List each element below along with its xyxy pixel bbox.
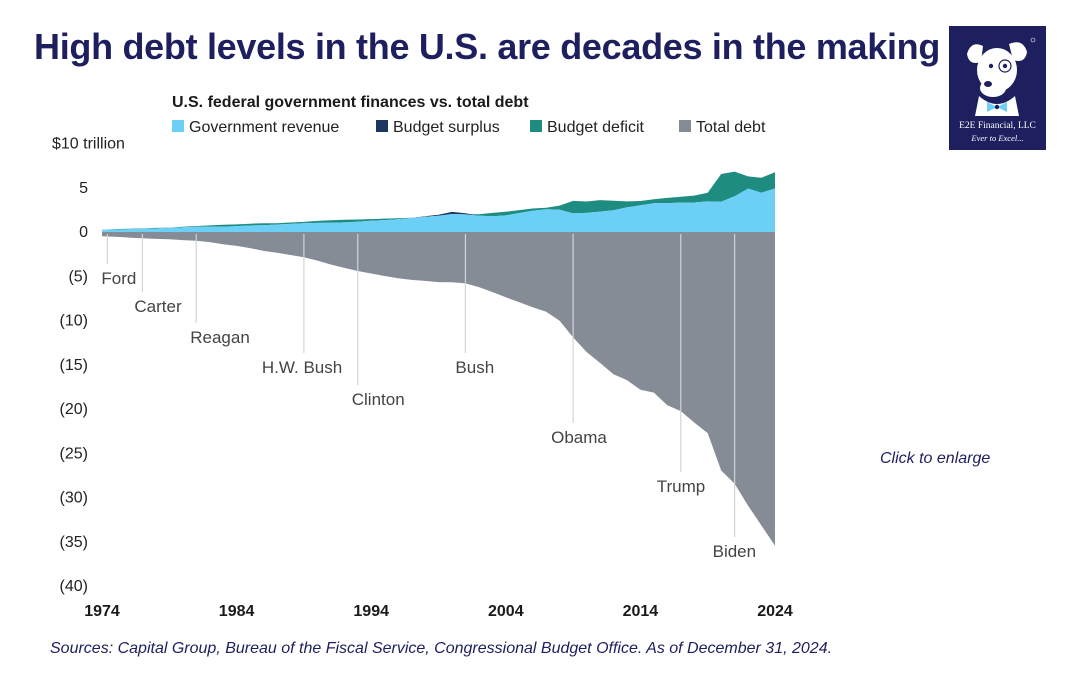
series-area-government-revenue <box>102 188 775 232</box>
logo-brand-text: E2E Financial, LLC <box>959 121 1036 131</box>
y-tick-label: (20) <box>60 401 88 418</box>
x-tick-label: 2004 <box>488 603 524 620</box>
chart-legend: Government revenue Budget surplus Budget d… <box>172 119 766 136</box>
annotation-h-w-bush: H.W. Bush <box>262 234 342 377</box>
y-tick-label: (10) <box>60 313 88 330</box>
x-tick-label: 2014 <box>623 603 659 620</box>
legend-swatch <box>530 120 542 132</box>
y-tick-label: (40) <box>60 578 88 595</box>
annotation-reagan: Reagan <box>190 234 250 347</box>
y-tick-label: 0 <box>79 224 88 241</box>
x-tick-label: 1984 <box>219 603 255 620</box>
legend-swatch <box>679 120 691 132</box>
page-title: High debt levels in the U.S. are decades… <box>34 26 941 67</box>
legend-label: Budget deficit <box>547 119 645 136</box>
chart-title: U.S. federal government finances vs. tot… <box>172 94 529 111</box>
annotation-label: Obama <box>551 428 607 447</box>
legend-item: Budget surplus <box>376 119 500 136</box>
annotation-trump: Trump <box>657 234 706 496</box>
y-tick-label: (25) <box>60 445 88 462</box>
annotation-label: Carter <box>134 297 182 316</box>
annotation-label: Biden <box>713 542 756 561</box>
x-tick-label: 1974 <box>84 603 120 620</box>
y-tick-label: $10 trillion <box>52 136 125 153</box>
legend-label: Budget surplus <box>393 119 500 136</box>
x-tick-label: 2024 <box>757 603 793 620</box>
annotation-label: Trump <box>657 477 706 496</box>
annotation-bush: Bush <box>455 234 494 377</box>
y-axis: $10 trillion 5 0 (5) (10) (15) (20) (25) (30) (35… <box>52 136 125 596</box>
click-to-enlarge-link[interactable]: Click to enlarge <box>880 450 991 467</box>
legend-item: Total debt <box>679 119 766 136</box>
legend-item: Budget deficit <box>530 119 645 136</box>
legend-label: Government revenue <box>189 119 339 136</box>
annotation-obama: Obama <box>551 234 607 447</box>
y-tick-label: (30) <box>60 490 88 507</box>
plot-area <box>102 171 775 546</box>
dog-mascot-icon <box>967 37 1036 116</box>
x-axis: 1974 1984 1994 2004 2014 2024 <box>84 603 793 620</box>
annotation-carter: Carter <box>134 234 182 316</box>
annotation-clinton: Clinton <box>352 234 405 409</box>
company-logo[interactable]: E2E Financial, LLC Ever to Excel... <box>949 26 1046 150</box>
annotation-biden: Biden <box>713 234 756 561</box>
y-tick-label: (35) <box>60 534 88 551</box>
annotation-label: Clinton <box>352 390 405 409</box>
president-annotations: Ford Carter Reagan H.W. Bush Clinton Bush Obam… <box>101 234 756 561</box>
annotation-label: Reagan <box>190 328 250 347</box>
series-area-total-debt <box>102 232 775 546</box>
annotation-label: Ford <box>101 269 136 288</box>
annotation-label: Bush <box>455 358 494 377</box>
y-tick-label: (15) <box>60 357 88 374</box>
logo-tagline: Ever to Excel... <box>971 133 1024 143</box>
y-tick-label: (5) <box>68 268 88 285</box>
legend-item: Government revenue <box>172 119 339 136</box>
annotation-label: H.W. Bush <box>262 358 342 377</box>
annotation-ford: Ford <box>101 234 136 288</box>
legend-label: Total debt <box>696 119 766 136</box>
legend-swatch <box>172 120 184 132</box>
x-tick-label: 1994 <box>353 603 389 620</box>
y-tick-label: 5 <box>79 180 88 197</box>
sources-note: Sources: Capital Group, Bureau of the Fi… <box>50 640 833 657</box>
legend-swatch <box>376 120 388 132</box>
